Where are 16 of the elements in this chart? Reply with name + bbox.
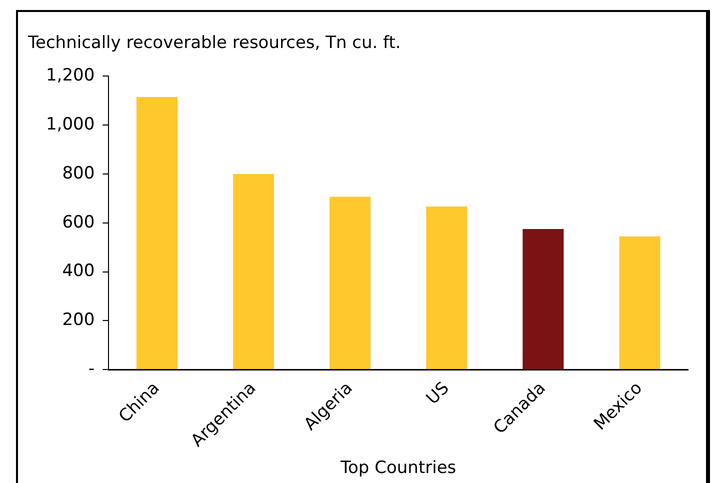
y-tick-label: - (88, 358, 95, 379)
y-tick-label: 200 (62, 310, 95, 330)
x-axis-title: Top Countries (340, 458, 456, 478)
y-tick-label: 1,200 (46, 66, 95, 86)
chart-title: Technically recoverable resources, Tn cu. ft. (28, 33, 401, 53)
y-tick-label: 400 (62, 261, 95, 282)
bar (426, 206, 468, 370)
bar (619, 236, 660, 370)
bar (330, 196, 371, 370)
x-tick-label: US (422, 378, 454, 409)
bar (136, 96, 178, 370)
bar (522, 228, 564, 370)
y-tick-label: 600 (62, 212, 95, 232)
bar (232, 174, 274, 370)
y-tick-label: 1,000 (46, 114, 95, 135)
y-tick-label: 800 (62, 163, 95, 184)
